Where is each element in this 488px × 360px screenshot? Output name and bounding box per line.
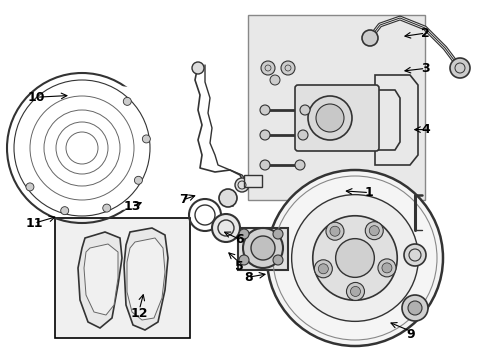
Bar	[55, 218, 190, 338]
Circle shape	[361, 30, 377, 46]
Circle shape	[243, 228, 283, 268]
Circle shape	[26, 183, 34, 191]
Circle shape	[134, 176, 142, 184]
Text: 1: 1	[364, 186, 373, 199]
Circle shape	[325, 222, 343, 240]
Circle shape	[102, 204, 111, 212]
Text: 10: 10	[28, 91, 45, 104]
Polygon shape	[374, 75, 417, 165]
Circle shape	[346, 283, 364, 301]
Circle shape	[260, 130, 269, 140]
Circle shape	[266, 170, 442, 346]
Circle shape	[407, 301, 421, 315]
Text: 8: 8	[244, 271, 252, 284]
Circle shape	[315, 104, 343, 132]
Circle shape	[381, 263, 391, 273]
Circle shape	[449, 58, 469, 78]
Text: 9: 9	[406, 328, 414, 341]
Circle shape	[281, 61, 294, 75]
Polygon shape	[84, 244, 118, 315]
Circle shape	[368, 226, 379, 236]
Circle shape	[294, 160, 305, 170]
Circle shape	[123, 97, 131, 105]
Circle shape	[314, 260, 332, 278]
Bar	[238, 228, 287, 270]
Text: 5: 5	[235, 260, 244, 273]
Text: 12: 12	[130, 307, 148, 320]
Circle shape	[297, 130, 307, 140]
Circle shape	[142, 135, 150, 143]
Circle shape	[260, 160, 269, 170]
Circle shape	[61, 207, 69, 215]
Circle shape	[312, 216, 396, 300]
Circle shape	[318, 264, 327, 274]
Circle shape	[212, 214, 240, 242]
Circle shape	[350, 287, 360, 296]
Circle shape	[239, 229, 248, 239]
Circle shape	[269, 75, 280, 85]
Polygon shape	[127, 238, 164, 320]
Circle shape	[239, 255, 248, 265]
Circle shape	[272, 229, 283, 239]
Polygon shape	[124, 228, 168, 330]
Circle shape	[299, 105, 309, 115]
Circle shape	[401, 295, 427, 321]
Circle shape	[329, 226, 339, 236]
Circle shape	[192, 62, 203, 74]
FancyBboxPatch shape	[294, 85, 378, 151]
Circle shape	[377, 259, 395, 277]
Text: 6: 6	[235, 233, 244, 246]
Text: 2: 2	[420, 27, 429, 40]
Circle shape	[365, 222, 383, 240]
Bar	[244, 175, 262, 187]
Circle shape	[260, 105, 269, 115]
Circle shape	[261, 61, 274, 75]
Text: 7: 7	[179, 193, 187, 206]
Bar	[247, 15, 424, 200]
Circle shape	[291, 195, 418, 321]
Circle shape	[272, 255, 283, 265]
Circle shape	[235, 178, 248, 192]
Circle shape	[307, 96, 351, 140]
Text: 11: 11	[25, 217, 43, 230]
Text: 3: 3	[420, 62, 429, 75]
Text: 4: 4	[420, 123, 429, 136]
Circle shape	[55, 86, 179, 210]
Circle shape	[219, 189, 237, 207]
Circle shape	[403, 244, 425, 266]
Text: 13: 13	[123, 201, 141, 213]
Polygon shape	[78, 232, 122, 328]
Circle shape	[335, 239, 374, 277]
Circle shape	[250, 236, 274, 260]
